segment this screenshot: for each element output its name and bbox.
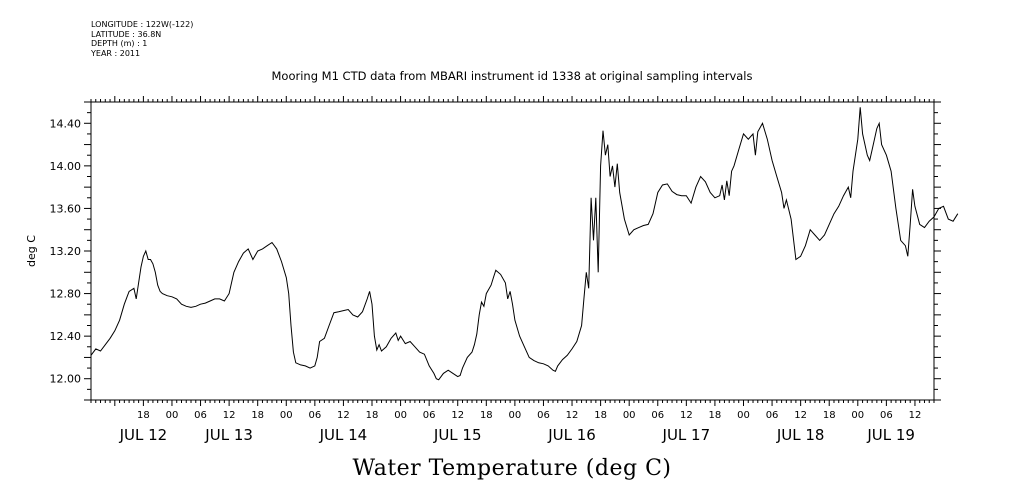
x-tick-label: 00 [851, 410, 864, 421]
x-tick-label: 06 [308, 410, 321, 421]
chart-title: Mooring M1 CTD data from MBARI instrumen… [272, 69, 753, 83]
day-label: JUL 13 [204, 426, 253, 444]
y-axis-label: deg C [25, 235, 38, 267]
x-tick-label: 18 [366, 410, 379, 421]
x-tick-label: 12 [337, 410, 350, 421]
x-tick-label: 12 [451, 410, 464, 421]
y-tick-label: 13.60 [50, 202, 82, 215]
x-tick-label: 18 [709, 410, 722, 421]
x-tick-label: 06 [651, 410, 664, 421]
x-tick-label: 00 [509, 410, 522, 421]
depth-label: DEPTH (m) : 1 [91, 39, 148, 48]
x-tick-label: 18 [137, 410, 150, 421]
day-label: JUL 18 [776, 426, 825, 444]
x-tick-label: 00 [737, 410, 750, 421]
metadata-block: LONGITUDE : 122W(-122) LATITUDE : 36.8N … [91, 20, 193, 58]
x-tick-label: 18 [251, 410, 264, 421]
longitude-label: LONGITUDE : 122W(-122) [91, 20, 194, 29]
x-axis-label: Water Temperature (deg C) [353, 456, 672, 481]
year-label: YEAR : 2011 [91, 48, 141, 58]
x-tick-label: 00 [280, 410, 293, 421]
y-tick-label: 14.00 [50, 160, 82, 173]
y-tick-labels: 12.00 12.40 12.80 13.20 13.60 14.00 14.40 [50, 117, 82, 385]
x-tick-labels: 18 00 06 12 18 00 06 12 18 00 06 12 18 00 06 12 18 00 06 12… [137, 410, 921, 421]
x-tick-label: 06 [880, 410, 893, 421]
plot-frame [90, 101, 935, 401]
x-tick-label: 18 [823, 410, 836, 421]
x-tick-label: 12 [909, 410, 922, 421]
y-tick-label: 14.40 [50, 117, 82, 130]
x-tick-label: 12 [223, 410, 236, 421]
x-tick-label: 06 [423, 410, 436, 421]
x-tick-label: 00 [394, 410, 407, 421]
axis-ticks [84, 96, 941, 406]
day-label: JUL 19 [866, 426, 915, 444]
x-tick-label: 06 [537, 410, 550, 421]
y-tick-label: 12.80 [50, 288, 82, 301]
y-tick-label: 13.20 [50, 245, 82, 258]
y-tick-label: 12.00 [50, 373, 82, 386]
day-label: JUL 16 [547, 426, 596, 444]
latitude-label: LATITUDE : 36.8N [91, 29, 162, 39]
y-tick-label: 12.40 [50, 330, 82, 343]
x-tick-label: 00 [166, 410, 179, 421]
day-label: JUL 12 [119, 426, 168, 444]
x-tick-label: 12 [566, 410, 579, 421]
x-tick-label: 12 [680, 410, 693, 421]
x-tick-label: 06 [766, 410, 779, 421]
x-tick-label: 18 [480, 410, 493, 421]
day-label: JUL 17 [662, 426, 711, 444]
day-labels: JUL 12 JUL 13 JUL 14 JUL 15 JUL 16 JUL 17 JUL … [119, 426, 915, 444]
x-tick-label: 06 [194, 410, 207, 421]
day-label: JUL 15 [433, 426, 482, 444]
x-tick-label: 18 [594, 410, 607, 421]
temperature-series-line [90, 107, 959, 381]
day-label: JUL 14 [319, 426, 368, 444]
x-tick-label: 12 [794, 410, 807, 421]
x-tick-label: 00 [623, 410, 636, 421]
